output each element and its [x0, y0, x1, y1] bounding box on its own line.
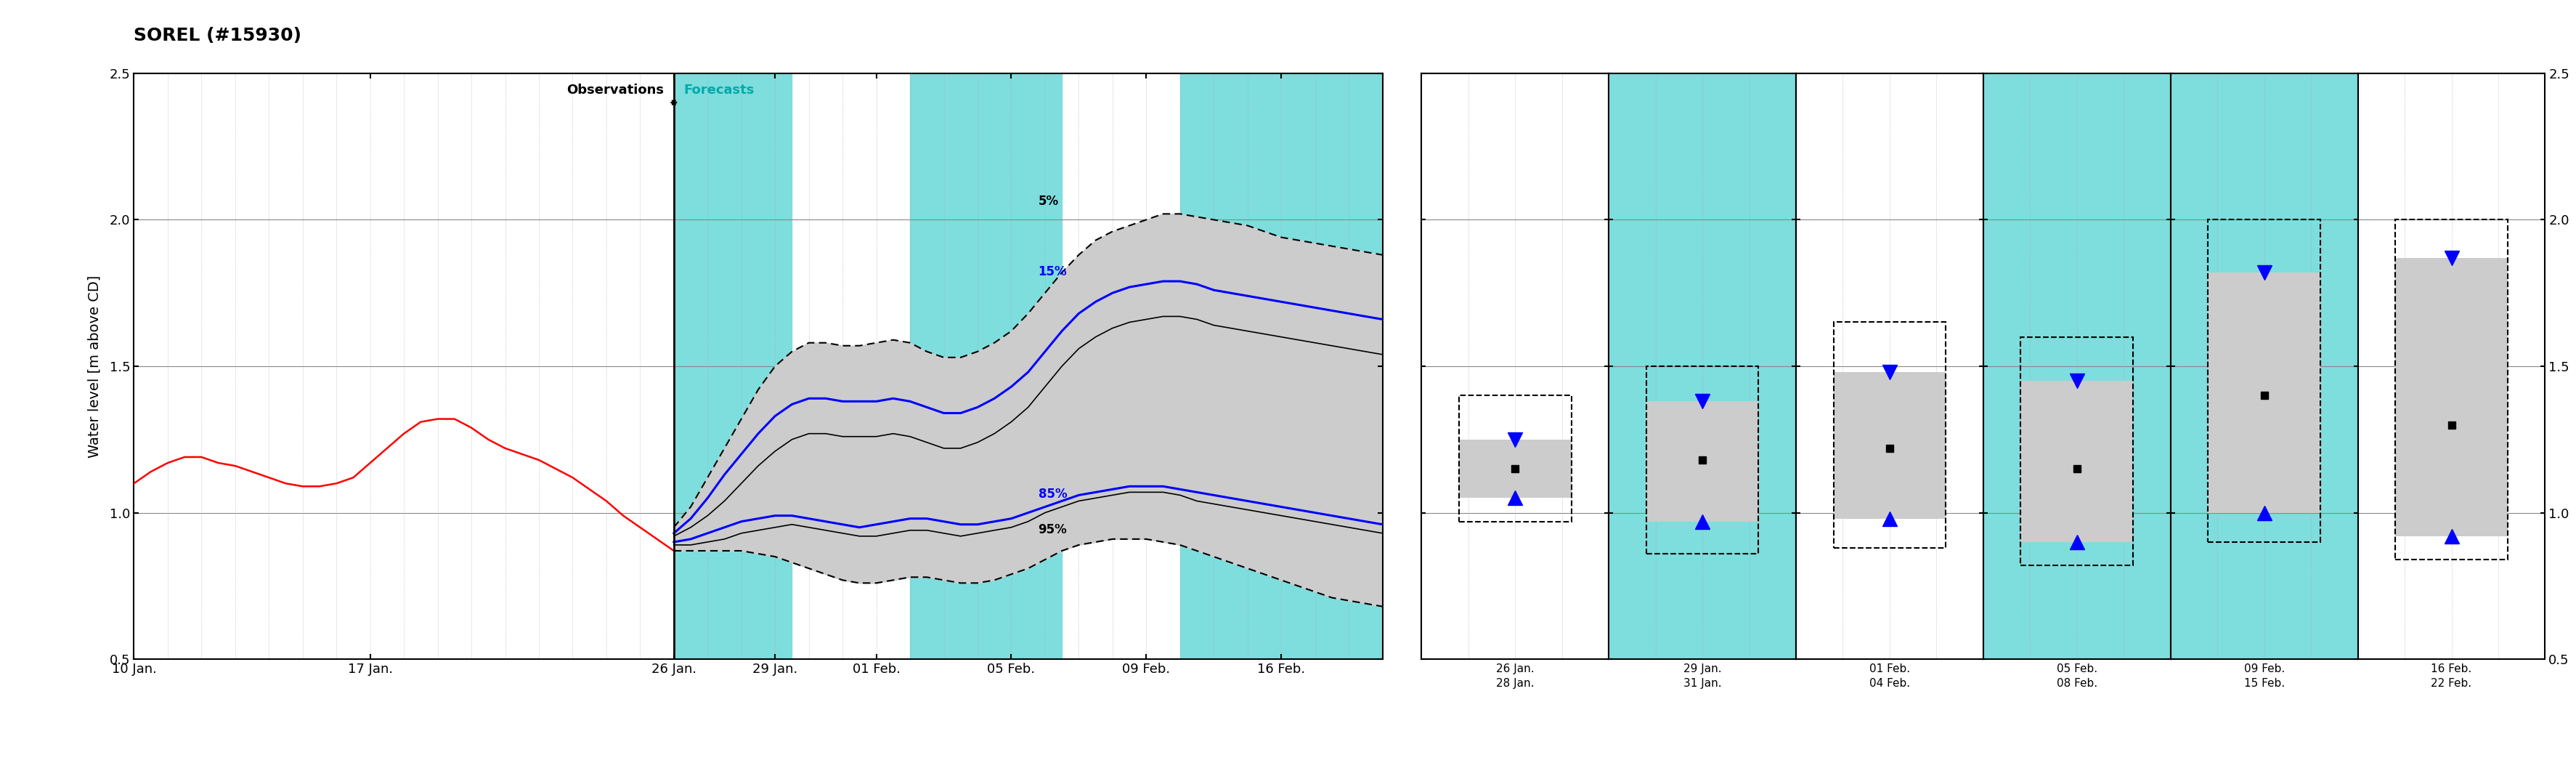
Text: Observations: Observations — [567, 83, 665, 96]
Bar — [1646, 402, 1759, 521]
X-axis label: 16 Feb.
22 Feb.: 16 Feb. 22 Feb. — [2432, 663, 2473, 689]
Text: 95%: 95% — [1038, 523, 1066, 536]
Bar — [2208, 220, 2321, 542]
X-axis label: 26 Jan.
28 Jan.: 26 Jan. 28 Jan. — [1497, 663, 1535, 689]
X-axis label: 29 Jan.
31 Jan.: 29 Jan. 31 Jan. — [1682, 663, 1721, 689]
Bar — [1458, 439, 1571, 498]
Text: 5%: 5% — [1038, 195, 1059, 208]
Bar — [2396, 258, 2506, 536]
Bar — [675, 73, 791, 659]
Text: Forecasts: Forecasts — [683, 83, 755, 96]
Bar — [2020, 381, 2133, 542]
Bar — [2396, 220, 2506, 560]
Bar — [2208, 272, 2321, 513]
Text: 15%: 15% — [1038, 265, 1066, 278]
Text: 85%: 85% — [1038, 488, 1066, 501]
Bar — [1834, 322, 1945, 548]
X-axis label: 09 Feb.
15 Feb.: 09 Feb. 15 Feb. — [2244, 663, 2285, 689]
Y-axis label: Water level [m above CD]: Water level [m above CD] — [88, 275, 100, 457]
Bar — [1180, 73, 1383, 659]
Bar — [909, 73, 1061, 659]
X-axis label: 05 Feb.
08 Feb.: 05 Feb. 08 Feb. — [2056, 663, 2097, 689]
Bar — [1646, 366, 1759, 554]
X-axis label: 01 Feb.
04 Feb.: 01 Feb. 04 Feb. — [1870, 663, 1909, 689]
Text: SOREL (#15930): SOREL (#15930) — [134, 27, 301, 45]
Bar — [2020, 337, 2133, 565]
Bar — [1458, 396, 1571, 521]
Bar — [1834, 372, 1945, 519]
